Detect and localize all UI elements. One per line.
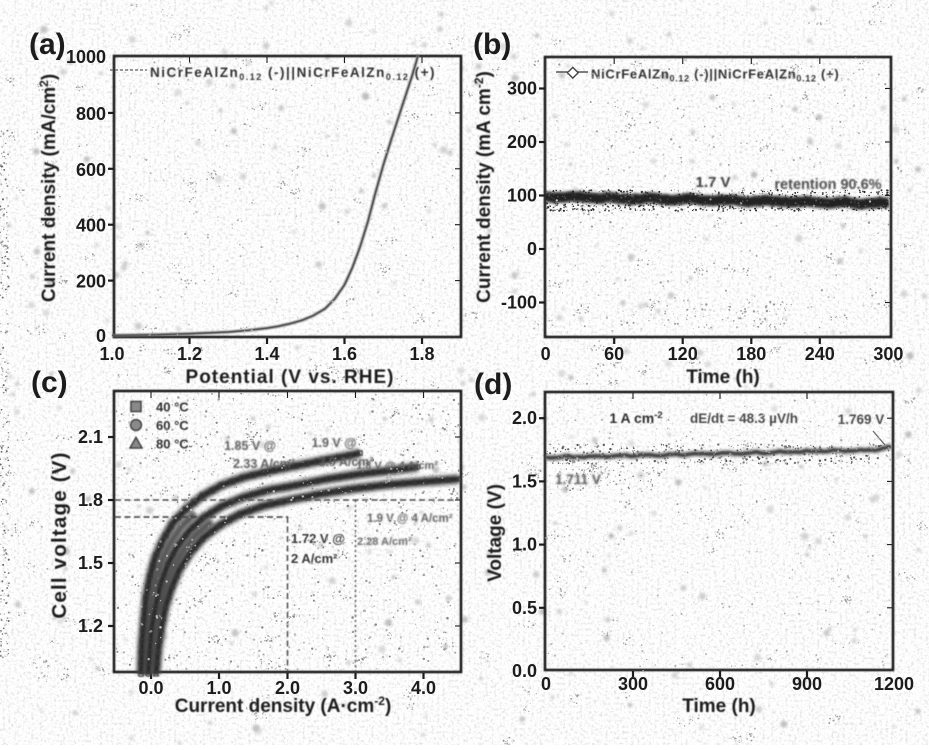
svg-text:1.0: 1.0 (206, 678, 231, 698)
svg-text:retention 90.6%: retention 90.6% (774, 177, 881, 193)
svg-text:Time (h): Time (h) (682, 696, 756, 717)
svg-text:2.1: 2.1 (78, 427, 103, 447)
svg-text:1.8: 1.8 (409, 344, 434, 364)
svg-text:1.2: 1.2 (78, 616, 103, 636)
svg-text:2.0: 2.0 (512, 408, 537, 428)
svg-text:300: 300 (618, 674, 648, 694)
svg-text:1.0: 1.0 (512, 535, 537, 555)
svg-text:0: 0 (96, 326, 106, 346)
svg-text:40 °C: 40 °C (156, 400, 189, 415)
svg-text:1.5: 1.5 (78, 553, 103, 573)
svg-text:3.0: 3.0 (343, 678, 368, 698)
svg-text:1.769 V: 1.769 V (838, 412, 885, 427)
svg-text:0: 0 (527, 239, 537, 259)
svg-text:900: 900 (792, 674, 822, 694)
svg-text:2.0: 2.0 (275, 678, 300, 698)
svg-text:2.33 A/cm²: 2.33 A/cm² (233, 457, 295, 471)
svg-text:180: 180 (736, 344, 766, 364)
svg-text:0.0: 0.0 (512, 661, 537, 681)
svg-text:Current density (mA cm-2): Current density (mA cm-2) (472, 71, 495, 303)
svg-text:Cell voltage (V): Cell voltage (V) (48, 451, 71, 618)
svg-text:1.7 V: 1.7 V (695, 174, 730, 191)
svg-text:120: 120 (668, 344, 698, 364)
svg-text:600: 600 (76, 160, 106, 180)
svg-text:1.711 V: 1.711 V (555, 472, 601, 487)
svg-text:1.72 V @: 1.72 V @ (291, 531, 345, 546)
svg-text:Voltage (V): Voltage (V) (485, 484, 506, 582)
svg-text:240: 240 (805, 344, 835, 364)
svg-text:1.8 V @ 4 A/cm²: 1.8 V @ 4 A/cm² (356, 460, 438, 472)
svg-text:1000: 1000 (66, 47, 106, 67)
svg-text:60: 60 (604, 344, 624, 364)
svg-text:300: 300 (507, 79, 537, 99)
svg-text:Current density (A·cm-2): Current density (A·cm-2) (175, 694, 392, 717)
svg-text:0.5: 0.5 (512, 598, 537, 618)
svg-text:0.0: 0.0 (138, 678, 163, 698)
svg-text:(b): (b) (473, 28, 511, 61)
svg-text:Potential (V vs. RHE): Potential (V vs. RHE) (186, 367, 395, 388)
svg-text:(a): (a) (29, 28, 66, 61)
svg-text:1.6: 1.6 (332, 344, 357, 364)
svg-text:0: 0 (541, 674, 551, 694)
svg-text:200: 200 (76, 272, 106, 292)
svg-text:1.8: 1.8 (78, 490, 103, 510)
svg-text:1.0: 1.0 (99, 344, 124, 364)
svg-text:1.5: 1.5 (512, 471, 537, 491)
svg-text:(c): (c) (31, 366, 68, 399)
svg-text:1.9 V @: 1.9 V @ (312, 436, 357, 450)
svg-text:Time (h): Time (h) (686, 367, 760, 388)
svg-text:1.2: 1.2 (177, 344, 202, 364)
svg-text:4.0: 4.0 (411, 678, 436, 698)
svg-text:200: 200 (507, 132, 537, 152)
svg-text:800: 800 (76, 104, 106, 124)
svg-text:1.85 V @: 1.85 V @ (224, 439, 276, 453)
svg-text:1.4: 1.4 (254, 344, 279, 364)
svg-text:400: 400 (76, 216, 106, 236)
svg-text:1200: 1200 (874, 674, 914, 694)
svg-text:Current density (mA/cm2): Current density (mA/cm2) (37, 74, 60, 302)
svg-text:-100: -100 (501, 293, 537, 313)
svg-text:100: 100 (507, 186, 537, 206)
svg-text:300: 300 (873, 344, 903, 364)
svg-text:80 °C: 80 °C (156, 437, 189, 452)
svg-text:0: 0 (541, 344, 551, 364)
svg-text:600: 600 (705, 674, 735, 694)
svg-text:dE/dt = 48.3 µV/h: dE/dt = 48.3 µV/h (690, 411, 798, 426)
